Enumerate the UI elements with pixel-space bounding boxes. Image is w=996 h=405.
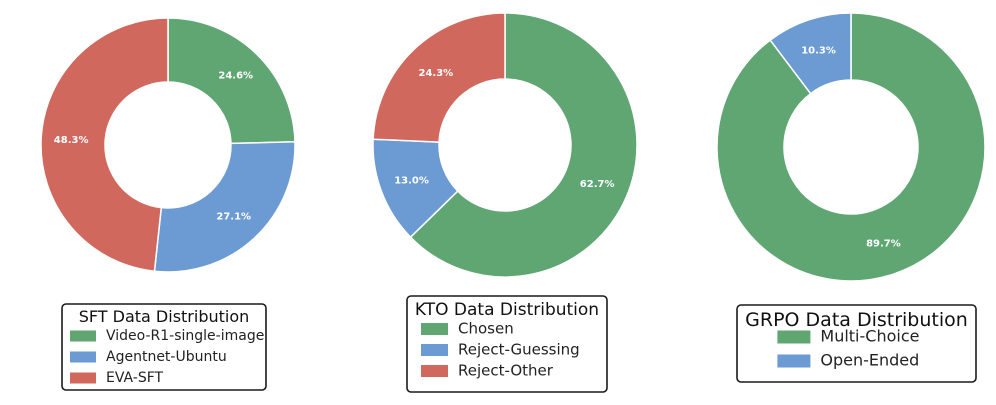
legend-swatch [70,351,96,363]
legend-entry-label: Reject-Other [458,362,554,380]
slice-label: 62.7% [580,179,615,190]
slice-reject-other [372,12,506,143]
slice-multi-choice [716,12,986,282]
legend-swatch [421,344,448,356]
legend: SFT Data Distribution Video-R1-single-ima… [61,303,267,391]
slice-label: 89.7% [866,239,901,250]
legend-swatch [70,372,96,384]
legend-title: SFT Data Distribution [79,307,250,326]
legend-entry-label: EVA-SFT [106,370,164,386]
slice-label: 10.3% [801,45,836,56]
legend-box [61,303,267,391]
legend-entry-label: Multi-Choice [820,327,919,346]
legend-swatch [421,323,448,335]
legend-title: GRPO Data Distribution [745,309,968,331]
slice-chosen [409,12,638,278]
slice-video-r1-single-image [167,17,296,145]
legend-swatch [70,330,96,342]
legend-box [406,295,608,393]
slice-open-ended [769,12,852,95]
legend-entry-label: Open-Ended [820,351,919,370]
legend-title: KTO Data Distribution [415,300,599,320]
donut-chart-2: 62.7% 13.0% 24.3% KTO Data DistributionChos… [372,12,638,393]
legend-entry-label: Video-R1-single-image [106,328,264,344]
legend-entry-label: Chosen [458,320,514,338]
legend-swatch [777,330,811,344]
legend-swatch [777,354,811,368]
slice-label: 24.6% [218,71,253,82]
slice-label: 48.3% [54,135,89,146]
slice-label: 13.0% [394,176,429,187]
slice-label: 24.3% [419,68,454,79]
legend-swatch [421,365,448,377]
slice-agentnet-ubuntu [153,141,296,273]
slice-eva-sft [40,17,169,273]
slice-label: 27.1% [216,211,251,222]
legend-entry-label: Agentnet-Ubuntu [106,349,227,365]
legend-entry-label: Reject-Guessing [458,341,580,359]
donut-chart-3: 89.7% 10.3% GRPO Data DistributionMulti-Ch… [716,12,986,383]
donut-chart-1: 24.6% 27.1% 48.3% SFT Data Distribution Vide… [40,17,296,391]
